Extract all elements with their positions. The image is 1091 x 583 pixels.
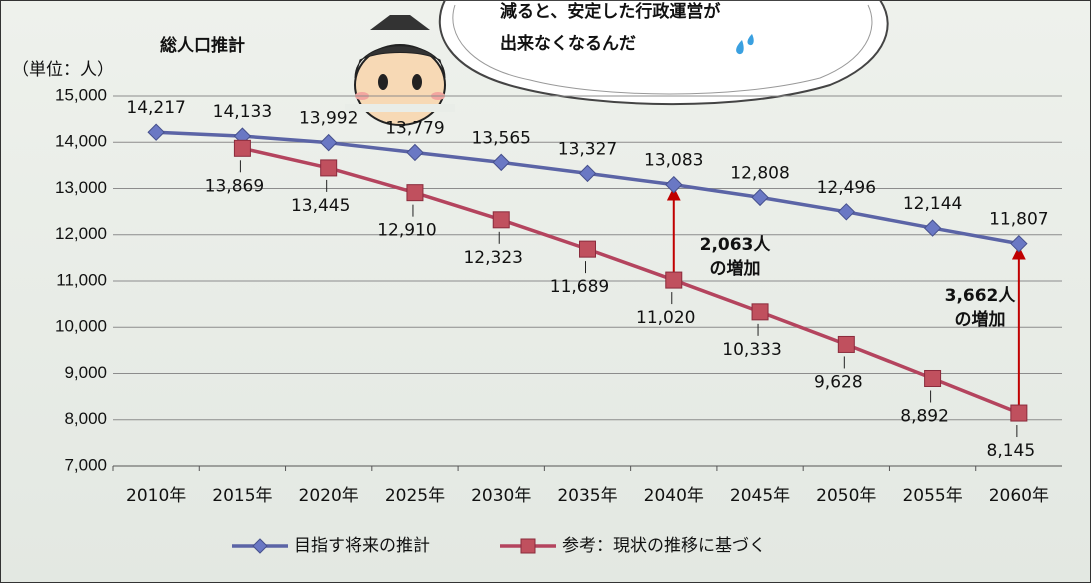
value-label: 8,892: [900, 406, 949, 426]
y-tick-label: 12,000: [55, 224, 107, 243]
marker: [493, 212, 509, 228]
chart: 減ると、安定した行政運営が 出来なくなるんだ 総人口推計 （単位：人） 7,00…: [0, 0, 1091, 583]
x-tick-label: 2050年: [816, 486, 876, 506]
x-tick-label: 2015年: [212, 486, 272, 506]
x-tick-label: 2060年: [989, 486, 1049, 506]
value-label: 12,808: [730, 163, 789, 183]
chart-title: 総人口推計: [160, 35, 245, 56]
value-label: 12,323: [463, 248, 522, 268]
value-label: 12,496: [817, 178, 876, 198]
value-label: 8,145: [987, 441, 1036, 461]
value-label: 13,992: [299, 109, 358, 129]
marker: [666, 272, 682, 288]
marker: [407, 185, 423, 201]
value-label: 13,779: [385, 118, 444, 138]
value-label: 14,133: [213, 102, 272, 122]
value-label: 13,445: [291, 196, 350, 216]
legend-label: 目指す将来の推計: [294, 536, 430, 556]
value-label: 10,333: [722, 340, 781, 360]
y-tick-label: 14,000: [55, 132, 107, 151]
marker: [838, 336, 854, 352]
value-label: 9,628: [814, 372, 863, 392]
marker: [1011, 405, 1027, 421]
value-label: 14,217: [126, 98, 185, 118]
annotation: 3,662人: [945, 286, 1017, 306]
annotation: の増加: [955, 309, 1006, 330]
value-label: 11,807: [989, 210, 1048, 230]
bubble-text: 減ると、安定した行政運営が: [500, 1, 720, 22]
y-tick-label: 11,000: [56, 270, 107, 289]
value-label: 13,083: [644, 151, 703, 171]
y-tick-label: 15,000: [55, 85, 107, 104]
y-tick-label: 13,000: [55, 178, 107, 197]
marker: [752, 304, 768, 320]
x-tick-label: 2030年: [471, 486, 531, 506]
legend-label: 参考：現状の推移に基づく: [562, 536, 766, 556]
marker: [925, 370, 941, 386]
marker: [321, 160, 337, 176]
y-tick-label: 8,000: [64, 409, 107, 428]
annotation: 2,063人: [700, 235, 772, 255]
value-label: 13,565: [471, 128, 530, 148]
y-unit-label: （単位：人）: [12, 60, 114, 80]
x-tick-label: 2040年: [644, 486, 704, 506]
bubble-text: 出来なくなるんだ: [500, 33, 636, 54]
value-label: 11,020: [636, 308, 695, 328]
x-tick-label: 2025年: [385, 486, 445, 506]
marker: [234, 140, 250, 156]
x-tick-label: 2010年: [126, 486, 186, 506]
value-label: 12,910: [377, 221, 436, 241]
legend-marker: [521, 539, 535, 553]
x-tick-label: 2020年: [299, 486, 359, 506]
value-label: 13,327: [558, 139, 617, 159]
y-tick-label: 9,000: [64, 363, 107, 382]
value-label: 13,869: [205, 176, 264, 196]
x-tick-label: 2035年: [557, 486, 617, 506]
value-label: 12,144: [903, 194, 962, 214]
marker: [580, 241, 596, 257]
x-tick-label: 2045年: [730, 486, 790, 506]
value-label: 11,689: [550, 277, 609, 297]
page: 減ると、安定した行政運営が 出来なくなるんだ 総人口推計 （単位：人） 7,00…: [0, 0, 1091, 583]
y-tick-label: 10,000: [55, 317, 107, 336]
annotation: の増加: [710, 258, 761, 279]
x-tick-label: 2055年: [902, 486, 962, 506]
y-tick-label: 7,000: [64, 455, 107, 474]
